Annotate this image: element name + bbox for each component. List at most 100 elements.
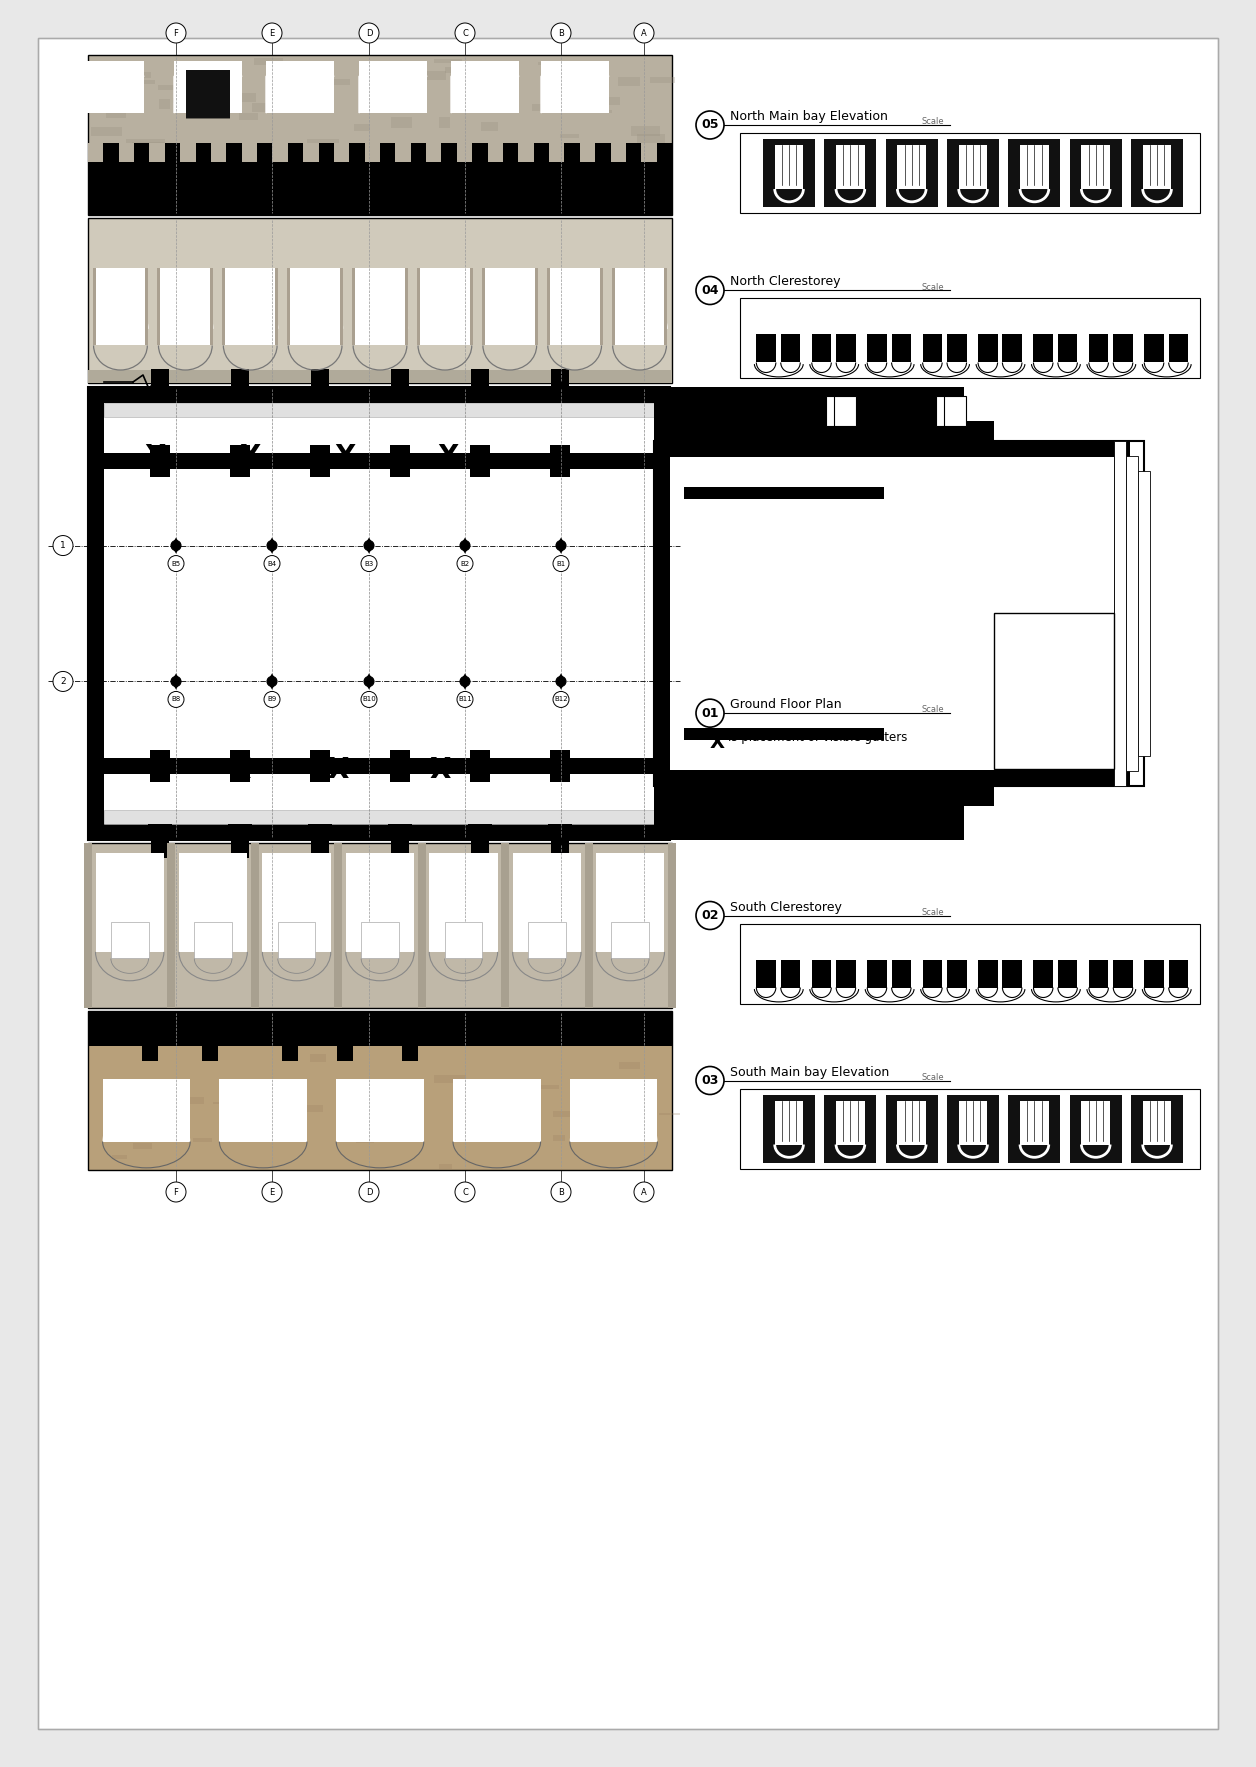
- Bar: [231, 839, 249, 859]
- Bar: [1089, 959, 1108, 988]
- Bar: [112, 1154, 127, 1159]
- Bar: [391, 839, 409, 859]
- Bar: [654, 770, 965, 839]
- Wedge shape: [570, 1097, 657, 1141]
- Bar: [536, 1085, 559, 1088]
- Bar: [947, 1096, 999, 1163]
- Bar: [440, 117, 450, 127]
- Bar: [221, 92, 256, 102]
- Polygon shape: [643, 311, 667, 329]
- Bar: [836, 334, 855, 362]
- Text: E: E: [269, 28, 275, 37]
- Circle shape: [264, 555, 280, 571]
- Bar: [551, 369, 569, 387]
- Text: A: A: [641, 1187, 647, 1196]
- Bar: [88, 217, 672, 383]
- Bar: [993, 613, 1114, 769]
- Bar: [149, 749, 170, 781]
- Bar: [659, 1113, 679, 1115]
- Bar: [188, 276, 212, 329]
- Bar: [88, 387, 104, 839]
- Bar: [151, 839, 170, 859]
- Wedge shape: [453, 1097, 540, 1141]
- Bar: [251, 843, 259, 1007]
- Bar: [550, 445, 570, 477]
- Bar: [580, 143, 595, 163]
- Bar: [158, 269, 212, 346]
- Text: B2: B2: [461, 560, 470, 567]
- Polygon shape: [94, 311, 119, 329]
- Bar: [288, 269, 290, 346]
- Text: B8: B8: [171, 696, 181, 703]
- Bar: [781, 334, 800, 362]
- Bar: [756, 959, 776, 988]
- Text: E: E: [269, 1187, 275, 1196]
- Bar: [230, 445, 250, 477]
- Bar: [266, 62, 334, 113]
- Bar: [263, 853, 330, 952]
- Bar: [388, 823, 412, 839]
- Bar: [123, 276, 148, 329]
- Bar: [740, 1088, 1199, 1168]
- Bar: [305, 1104, 323, 1111]
- Bar: [270, 83, 301, 92]
- Bar: [740, 924, 1199, 1004]
- Bar: [1144, 334, 1164, 362]
- Bar: [607, 1129, 634, 1138]
- Bar: [519, 143, 534, 163]
- Bar: [104, 454, 654, 470]
- Text: North Clerestorey: North Clerestorey: [730, 276, 840, 288]
- Bar: [77, 62, 144, 113]
- Circle shape: [171, 541, 181, 551]
- Circle shape: [53, 671, 73, 691]
- Bar: [487, 143, 502, 163]
- Bar: [88, 823, 669, 839]
- Bar: [548, 269, 602, 346]
- Bar: [824, 140, 877, 207]
- Bar: [654, 454, 669, 781]
- Bar: [306, 138, 339, 147]
- Text: Scale: Scale: [922, 117, 945, 125]
- Circle shape: [551, 23, 571, 42]
- Text: A: A: [641, 28, 647, 37]
- Bar: [340, 269, 343, 346]
- Bar: [310, 1055, 325, 1062]
- Bar: [175, 62, 242, 113]
- Bar: [1168, 334, 1188, 362]
- Bar: [104, 403, 654, 417]
- Bar: [533, 104, 565, 111]
- Bar: [468, 823, 492, 839]
- Text: B1: B1: [556, 560, 565, 567]
- Polygon shape: [266, 62, 334, 113]
- Bar: [119, 143, 134, 163]
- Bar: [958, 145, 987, 189]
- Bar: [220, 1078, 306, 1141]
- Text: Scale: Scale: [922, 283, 945, 292]
- Bar: [402, 1041, 418, 1060]
- Circle shape: [551, 1182, 571, 1202]
- Bar: [482, 269, 536, 346]
- Bar: [353, 1090, 377, 1094]
- Bar: [484, 276, 507, 329]
- Circle shape: [360, 555, 377, 571]
- Bar: [1020, 145, 1049, 189]
- Circle shape: [53, 535, 73, 555]
- Bar: [289, 276, 313, 329]
- Text: Scale: Scale: [922, 1073, 945, 1081]
- Bar: [354, 124, 371, 131]
- Polygon shape: [359, 62, 427, 113]
- Text: F: F: [173, 1187, 178, 1196]
- Bar: [315, 80, 350, 85]
- Bar: [273, 143, 288, 163]
- Bar: [388, 387, 412, 403]
- Bar: [239, 113, 259, 120]
- Bar: [430, 853, 497, 952]
- Bar: [958, 1101, 987, 1145]
- Bar: [404, 269, 408, 346]
- Bar: [148, 823, 172, 839]
- Bar: [1009, 1096, 1060, 1163]
- Bar: [157, 269, 161, 346]
- Bar: [426, 143, 441, 163]
- Bar: [978, 334, 997, 362]
- Bar: [923, 334, 942, 362]
